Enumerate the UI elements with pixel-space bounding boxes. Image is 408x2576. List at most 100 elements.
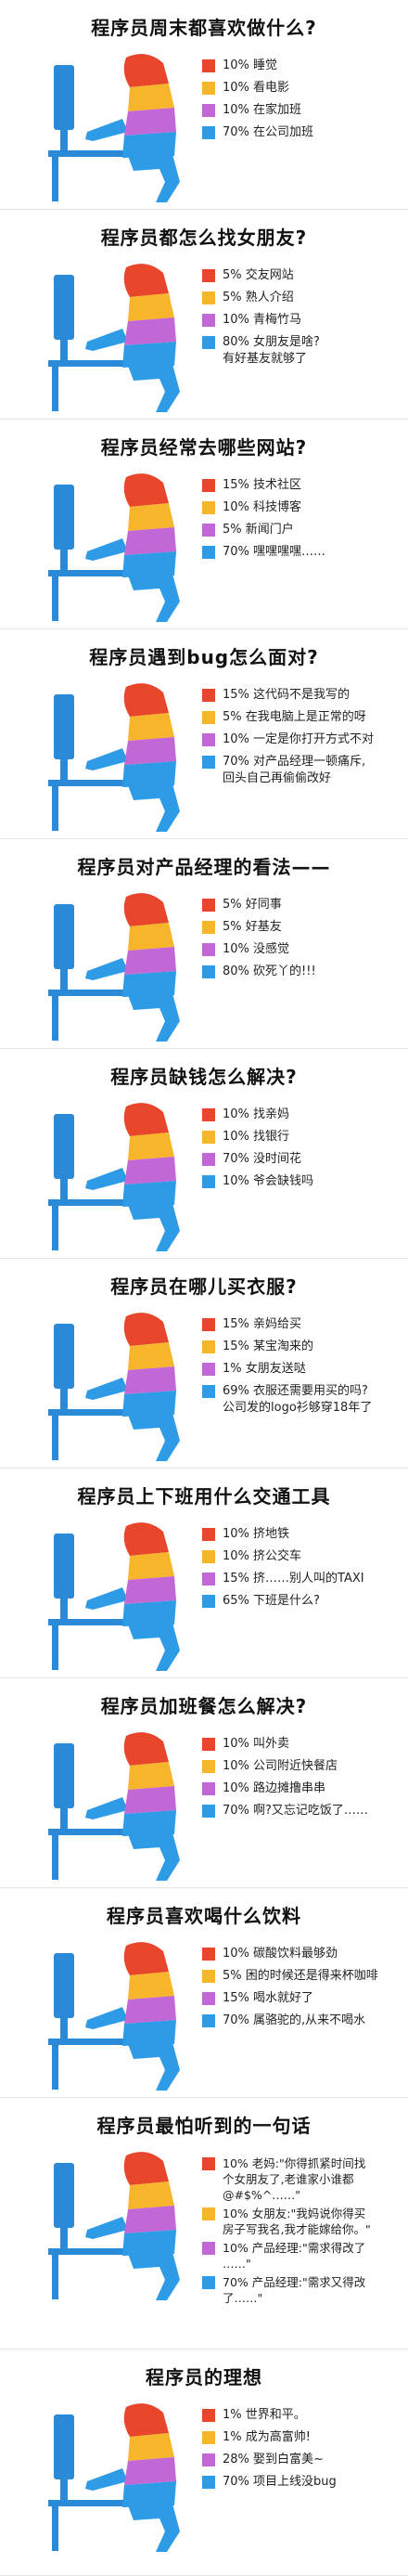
legend: 10% 睡觉 10% 看电影 10% 在家加班 70% 在公司加班	[202, 58, 404, 147]
legend-item: 10% 碳酸饮料最够劲	[202, 1946, 404, 1962]
legend-item: 5% 好同事	[202, 897, 404, 913]
band-blue	[122, 1600, 176, 1626]
band-red	[123, 683, 169, 717]
panel-title: 程序员经常去哪些网站?	[100, 436, 308, 459]
legend-item: 70% 在公司加班	[202, 124, 404, 141]
band-blue	[122, 1181, 176, 1207]
legend-item: 5% 在我电脑上是正常的呀	[202, 709, 404, 726]
legend-label: 10% 碳酸饮料最够劲	[223, 1947, 338, 1961]
legend-label: 70% 属骆驼的,从来不喝水	[223, 2013, 366, 2027]
chart-panel: 程序员遇到bug怎么面对? 15% 这代码不是我写的 5% 在我电脑上是正常的呀 10…	[0, 629, 408, 839]
band-purple	[124, 317, 176, 345]
band-orange	[128, 923, 174, 951]
monitor-stand	[60, 969, 68, 990]
legend-item: 69% 衣服还需要用买的吗? 公司发的logo衫够穿18年了	[202, 1383, 404, 1417]
legend-swatch	[202, 1948, 215, 1961]
legend-label: 10% 挤公交车	[223, 1549, 302, 1563]
legend-item: 10% 公司附近快餐店	[202, 1758, 404, 1775]
legend-item: 10% 看电影	[202, 80, 404, 97]
desk-top	[48, 360, 146, 367]
band-blue	[122, 551, 176, 577]
legend-item: 80% 砍死丫的!!!	[202, 964, 404, 980]
legend-label: 10% 公司附近快餐店	[223, 1759, 338, 1773]
legend-label: 28% 娶到白富美~	[223, 2453, 324, 2466]
monitor-shape	[54, 275, 74, 340]
chart-panel: 程序员缺钱怎么解决? 10% 找亲妈 10% 找银行 70% 没时间花 10% 爷会缺钱…	[0, 1049, 408, 1259]
legend-label: 10% 科技博客	[223, 500, 302, 514]
desk-leg	[52, 2506, 58, 2551]
legend-swatch	[202, 336, 215, 349]
legend-swatch	[202, 1318, 215, 1331]
legend-item: 10% 睡觉	[202, 58, 404, 74]
legend-label: 10% 路边摊撸串串	[223, 1781, 326, 1795]
legend: 1% 世界和平。 1% 成为高富帅! 28% 娶到白富美~ 70% 项目上线没bug	[202, 2407, 404, 2496]
desk-leg	[52, 576, 58, 621]
desk-top	[48, 2039, 146, 2045]
legend-swatch	[202, 2476, 215, 2489]
panel-title: 程序员周末都喜欢做什么?	[91, 17, 317, 39]
programmer-figure	[48, 1522, 180, 1671]
legend-swatch	[202, 899, 215, 912]
legend-item: 10% 没感觉	[202, 941, 404, 958]
legend-swatch	[202, 479, 215, 492]
monitor-shape	[54, 1953, 74, 2018]
legend: 15% 亲妈给买 15% 某宝淘来的 1% 女朋友送哒 69% 衣服还需要用买的吗? …	[202, 1316, 404, 1422]
panel-title: 程序员加班餐怎么解决?	[100, 1695, 308, 1717]
person-legs	[128, 2504, 180, 2552]
monitor-shape	[54, 485, 74, 550]
legend-item: 10% 科技博客	[202, 499, 404, 516]
desk-top	[48, 150, 146, 157]
legend-label: 10% 女朋友:"我妈说你得买 房子写我名,我才能嫁给你。"	[223, 2207, 371, 2236]
chart-panel: 程序员经常去哪些网站? 15% 技术社区 10% 科技博客 5% 新闻门户 70% 嘿嘿…	[0, 420, 408, 629]
band-purple	[124, 1366, 176, 1394]
person-legs	[128, 574, 180, 622]
legend-swatch	[202, 711, 215, 724]
person-legs	[128, 2252, 180, 2300]
programmer-figure	[48, 683, 180, 832]
legend: 10% 碳酸饮料最够劲 5% 困的时候还是得来杯咖啡 15% 喝水就好了 70% 属骆…	[202, 1946, 404, 2035]
legend-label: 70% 没时间花	[223, 1152, 302, 1166]
legend-swatch	[202, 1528, 215, 1541]
band-red	[123, 2403, 169, 2437]
legend-swatch	[202, 291, 215, 304]
band-orange	[128, 84, 174, 111]
legend-swatch	[202, 1595, 215, 1608]
band-purple	[124, 737, 176, 765]
legend-swatch	[202, 1108, 215, 1121]
legend-swatch	[202, 1550, 215, 1563]
monitor-shape	[54, 2163, 74, 2228]
legend-swatch	[202, 1805, 215, 1818]
legend-swatch	[202, 943, 215, 956]
legend-item: 5% 困的时候还是得来杯咖啡	[202, 1968, 404, 1985]
monitor-shape	[54, 1743, 74, 1808]
person-arm	[85, 1378, 128, 1400]
panel-title: 程序员喜欢喝什么饮料	[107, 1905, 301, 1927]
monitor-stand	[60, 340, 68, 360]
legend-item: 10% 产品经理:"需求得改了 ……"	[202, 2240, 404, 2272]
person-legs	[128, 154, 180, 202]
legend-item: 70% 没时间花	[202, 1151, 404, 1168]
chart-panel: 程序员加班餐怎么解决? 10% 叫外卖 10% 公司附近快餐店 10% 路边摊撸串串 7…	[0, 1678, 408, 1888]
legend-label: 70% 产品经理:"需求又得改 了……"	[223, 2275, 366, 2305]
desk-leg	[52, 157, 58, 201]
person-legs	[128, 2042, 180, 2091]
legend-item: 1% 女朋友送哒	[202, 1361, 404, 1378]
legend-item: 1% 世界和平。	[202, 2407, 404, 2424]
legend-swatch	[202, 1573, 215, 1586]
legend-swatch	[202, 2014, 215, 2027]
band-blue	[122, 971, 176, 997]
desk-leg	[52, 1416, 58, 1460]
programmer-figure	[48, 1313, 180, 1461]
person-legs	[128, 1623, 180, 1671]
chart-panel: 程序员最怕听到的一句话 10% 老妈:"你得抓紧时间找 个女朋友了,老谁家小谁都 …	[0, 2098, 408, 2349]
chart-panel: 程序员的理想 1% 世界和平。 1% 成为高富帅! 28% 娶到白富美~ 70% 项目上…	[0, 2349, 408, 2576]
desk-top	[48, 990, 146, 996]
legend-swatch	[202, 2276, 215, 2289]
legend-swatch	[202, 2453, 215, 2466]
person-arm	[85, 329, 128, 351]
legend-label: 10% 挤地铁	[223, 1527, 290, 1541]
legend-swatch	[202, 59, 215, 72]
band-purple	[124, 108, 176, 136]
legend-swatch	[202, 269, 215, 282]
band-orange	[128, 1972, 174, 2000]
